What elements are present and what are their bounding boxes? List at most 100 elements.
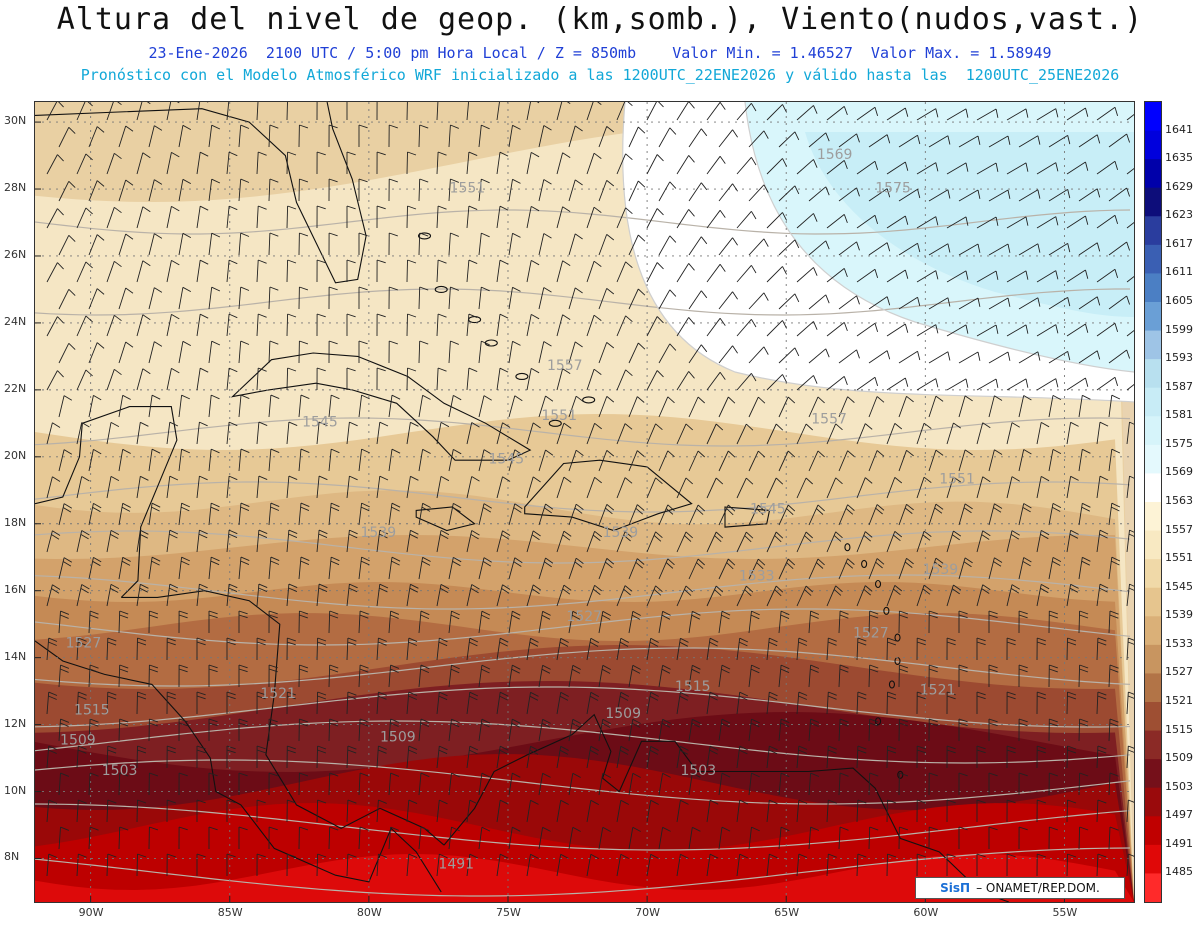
wind-barb [166,152,180,175]
wind-barb [598,396,615,418]
contour-label: 1551 [450,180,486,196]
wind-barb [976,162,999,175]
wind-barb [706,477,724,499]
wind-barb [208,556,220,580]
wind-barb [496,476,511,499]
wind-barb [466,151,478,175]
wind-barb [748,130,769,148]
wind-barb [718,129,738,148]
wind-barb [616,423,633,445]
wind-barb [298,664,309,688]
wind-barb [238,448,250,472]
wind-barb [598,288,615,310]
wind-barb [88,772,99,796]
wind-barb [268,286,279,310]
wind-barb [1066,745,1077,769]
contour-label: 1575 [875,180,911,196]
wind-barb [208,448,220,472]
wind-barb [628,772,641,796]
wind-barb [118,394,131,418]
wind-barb [118,179,134,202]
wind-barb [88,395,102,418]
wind-barb [268,232,279,256]
wind-barb [1126,113,1134,121]
wind-barb [436,637,448,661]
wind-barb [976,324,999,337]
wind-barb [286,691,296,715]
coastline [724,506,771,528]
wind-barb [1006,799,1016,823]
wind-barb [586,476,602,499]
wind-barb [286,529,298,553]
wind-barb [736,423,754,445]
wind-barb [478,557,492,580]
wind-barb [256,691,266,715]
contour-label: 1503 [102,763,138,779]
wind-barb [706,318,726,337]
scale-label: 1545 [1165,579,1193,593]
wind-barb [928,610,938,634]
wind-barb [346,205,356,228]
wind-barb [1078,394,1091,418]
wind-barb [838,349,860,364]
wind-barb [658,504,675,526]
wind-barb [1126,329,1134,337]
wind-barb [148,179,163,202]
wind-barb [1036,799,1046,823]
wind-barb [88,126,105,148]
island [897,770,904,779]
wind-barb [226,691,236,714]
wind-barb [298,286,309,310]
wind-barb [1096,745,1107,769]
wind-barb [88,449,102,472]
wind-barb [736,799,749,823]
wind-barb [826,268,848,283]
wind-barb [346,637,357,661]
lon-label: 70W [635,906,660,919]
wind-barb [388,556,401,580]
wind-barb [976,378,999,391]
wind-barb [76,153,93,175]
wind-barb [118,772,129,796]
wind-barb [496,422,511,445]
wind-barb [706,210,726,229]
lat-label: 26N [4,247,27,261]
scale-label: 1539 [1165,608,1193,622]
wind-barb [976,799,986,822]
wind-barb [538,664,551,688]
wind-barb [208,502,220,526]
wind-barb [1006,216,1029,229]
wind-barb [328,556,340,580]
wind-barb [178,502,190,526]
scale-swatch [1145,330,1161,360]
lat-label: 8N [4,850,20,864]
wind-barb [856,531,873,553]
wind-barb [1048,610,1058,634]
wind-barb [1126,583,1134,607]
wind-barb [688,610,701,634]
wind-barb [118,341,134,364]
scale-swatch [1145,102,1161,132]
wind-barb [196,259,209,283]
wind-barb [226,151,238,175]
wind-barb [208,826,218,849]
wind-barb [388,718,400,742]
wind-barb [88,503,102,526]
scale-label: 1569 [1165,465,1193,479]
wind-barb [1006,270,1029,283]
wind-barb [88,664,99,688]
wind-barb [838,610,849,634]
wind-barb [988,449,1003,472]
wind-barb [466,476,480,499]
wind-barb [1126,275,1134,283]
scale-label: 1623 [1165,208,1193,222]
wind-barb [778,718,790,742]
wind-barb [928,449,944,472]
scale-swatch [1145,616,1161,646]
wind-barb [58,610,70,634]
wind-barb [1018,351,1041,364]
wind-barb [718,345,738,364]
scale-swatch [1145,730,1161,760]
wind-barb [448,772,460,796]
wind-barb [628,450,645,472]
